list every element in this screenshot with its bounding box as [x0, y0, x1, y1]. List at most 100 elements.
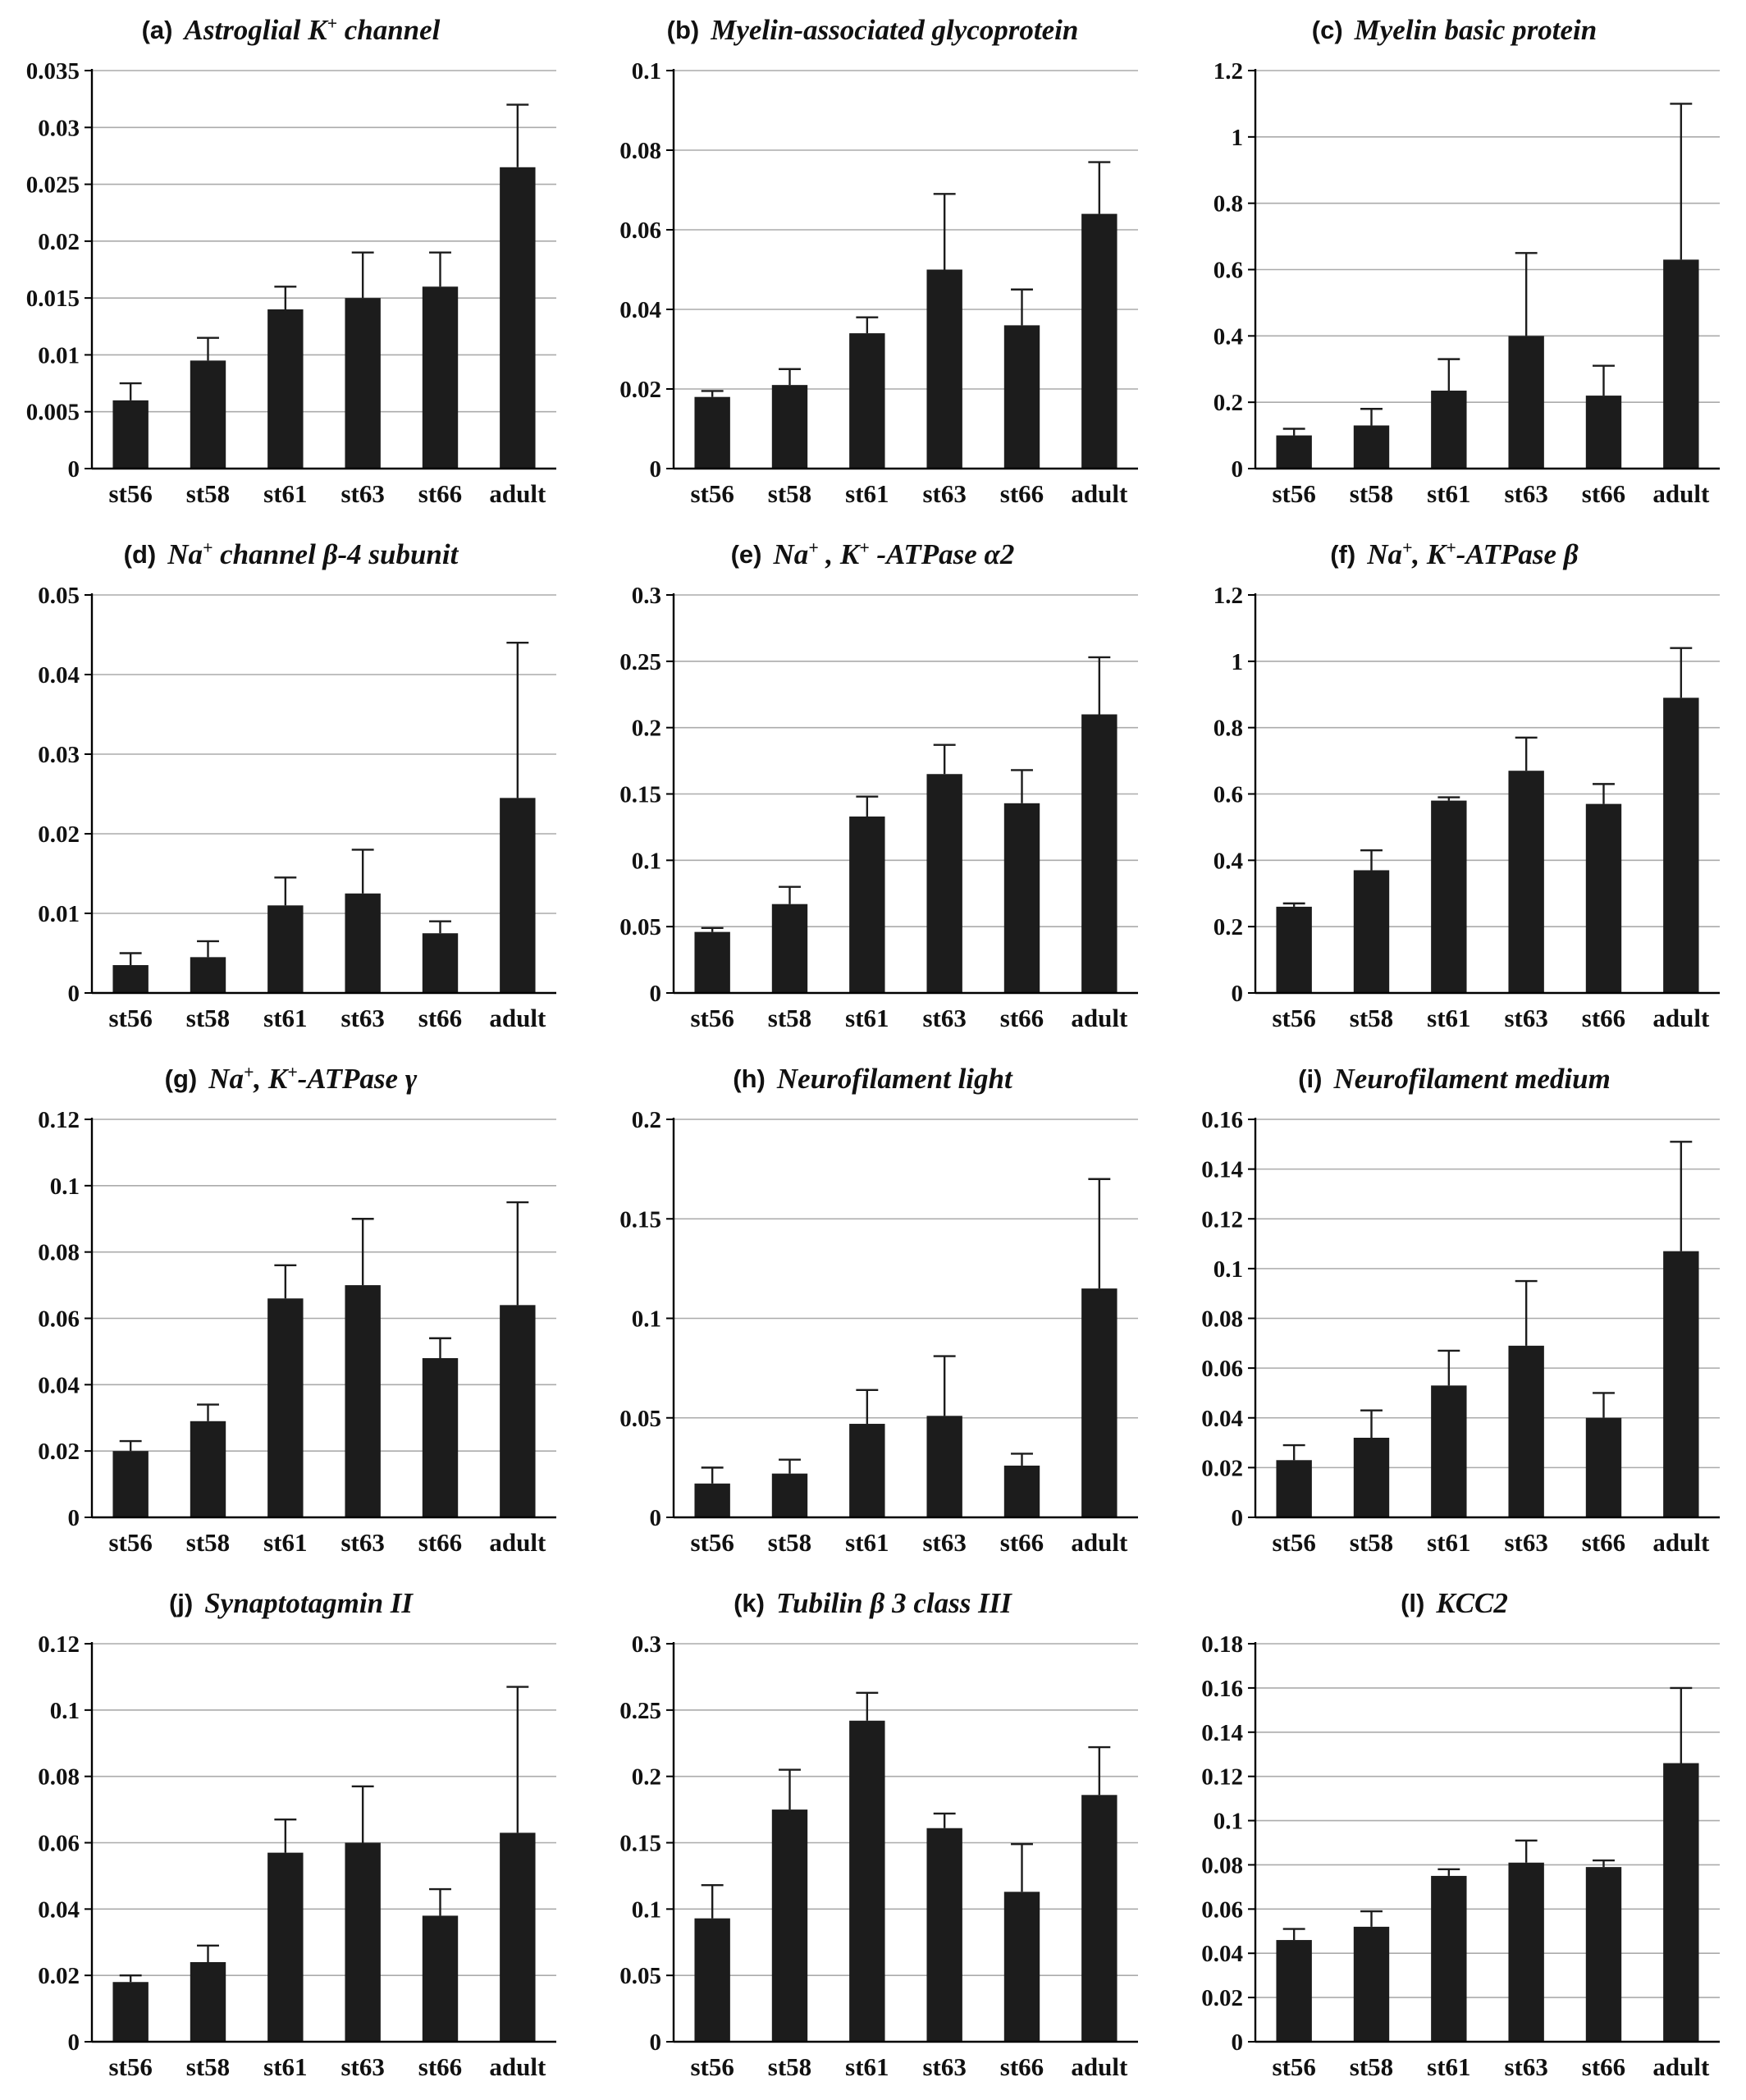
- bar-st61: [267, 309, 304, 469]
- bar-chart-i: 0 0.02 0.04 0.06 0.08 0.1 0.12 0.14 0.16 st56 st58…: [1201, 1107, 1720, 1557]
- gridlines: [91, 594, 556, 914]
- x-tick-label: st66: [1581, 1004, 1625, 1032]
- y-tick-label: 0.08: [38, 1764, 80, 1791]
- x-tick-label: st56: [1272, 2052, 1315, 2081]
- y-axis-ticks: [665, 1119, 674, 1518]
- bars: [1275, 259, 1699, 469]
- panel-title: Neurofilament light: [777, 1063, 1012, 1096]
- x-tick-label: st63: [341, 1004, 384, 1032]
- bar-st66: [422, 286, 458, 469]
- y-axis-ticks: [665, 1643, 674, 2043]
- y-axis-labels: 0 0.02 0.04 0.06 0.08 0.1 0.12 0.14 0.16 0.18: [1201, 1631, 1243, 2056]
- y-tick-label: 0.18: [1201, 1631, 1243, 1658]
- y-axis-labels: 0 0.02 0.04 0.06 0.08 0.1 0.12: [38, 1631, 80, 2056]
- bar-st63: [926, 269, 962, 469]
- bar-st66: [1003, 803, 1040, 993]
- bar-st58: [771, 1473, 807, 1517]
- error-bars: [119, 103, 528, 400]
- panel-title-row: (i) Neurofilament medium: [1163, 1054, 1745, 1105]
- panel-title: Na+, K+-ATPase γ: [208, 1063, 417, 1096]
- x-tick-label: st63: [922, 479, 966, 508]
- error-bars: [1282, 647, 1692, 907]
- title-text: Synaptotagmin II: [204, 1587, 414, 1619]
- bar-st66: [1585, 803, 1621, 993]
- panel-title-row: (a) Astroglial K+ channel: [0, 5, 582, 56]
- bar-chart-f: 0 0.2 0.4 0.6 0.8 1 1.2 st56 st58 st61 st63 st66 adu…: [1213, 583, 1720, 1032]
- x-tick-label: st63: [922, 1004, 966, 1032]
- gridlines: [1255, 1119, 1720, 1469]
- x-tick-label: st58: [185, 479, 229, 508]
- y-axis-labels: 0 0.02 0.04 0.06 0.08 0.1: [619, 58, 661, 483]
- y-axis-ticks: [1247, 1119, 1255, 1518]
- chart-panel: (j) Synaptotagmin II 0 0.02 0.04 0.06 0.08 0.…: [0, 1573, 582, 2098]
- bar-st61: [1430, 1875, 1467, 2042]
- title-superscript: +: [287, 1062, 298, 1082]
- x-axis-labels: st56 st58 st61 st63 st66 adult: [108, 1004, 546, 1032]
- bars: [1275, 698, 1699, 993]
- y-axis-labels: 0 0.01 0.02 0.03 0.04 0.05: [38, 583, 80, 1007]
- bar-st56: [1275, 435, 1312, 469]
- panel-title: Na+ , K+ -ATPase α2: [773, 538, 1014, 571]
- y-tick-label: 0.16: [1201, 1107, 1243, 1133]
- x-axis-labels: st56 st58 st61 st63 st66 adult: [1272, 1004, 1709, 1032]
- y-tick-label: 0.4: [1213, 323, 1242, 350]
- x-tick-label: adult: [1652, 2052, 1710, 2081]
- x-tick-label: adult: [489, 2052, 546, 2081]
- y-tick-label: 0.05: [619, 914, 661, 940]
- x-tick-label: st56: [690, 479, 734, 508]
- error-bars: [701, 1178, 1110, 1484]
- x-tick-label: st63: [341, 1528, 384, 1557]
- y-tick-label: 0.15: [619, 782, 661, 808]
- y-tick-label: 0.3: [631, 583, 660, 609]
- y-tick-label: 0: [649, 1505, 661, 1531]
- y-tick-label: 0.15: [619, 1831, 661, 1857]
- bar-st58: [1353, 1926, 1389, 2042]
- bar-st61: [267, 1852, 304, 2042]
- y-tick-label: 0.12: [1201, 1206, 1243, 1233]
- y-tick-label: 0.16: [1201, 1676, 1243, 1702]
- y-tick-label: 0.02: [38, 229, 80, 255]
- panel-title-row: (h) Neurofilament light: [582, 1054, 1163, 1105]
- y-tick-label: 0.6: [1213, 782, 1242, 808]
- panel-title: Na+ channel β-4 subunit: [167, 538, 458, 571]
- y-tick-label: 0.05: [619, 1406, 661, 1432]
- y-tick-label: 0.06: [38, 1831, 80, 1857]
- x-tick-label: st56: [690, 1528, 734, 1557]
- bar-st66: [1585, 1417, 1621, 1517]
- chart-panel: (f) Na+, K+-ATPase β 0 0.2 0.4 0.6 0.8 1 1.2 st…: [1163, 524, 1745, 1049]
- panel-title-row: (f) Na+, K+-ATPase β: [1163, 529, 1745, 580]
- x-tick-label: st66: [999, 1528, 1043, 1557]
- bar-st66: [1003, 1465, 1040, 1517]
- y-tick-label: 0.2: [1213, 914, 1242, 940]
- x-tick-label: st61: [263, 2052, 307, 2081]
- title-superscript: +: [203, 538, 213, 558]
- y-tick-label: 0.08: [1201, 1306, 1243, 1333]
- x-tick-label: st61: [263, 479, 307, 508]
- y-tick-label: 0.3: [631, 1631, 660, 1658]
- y-axis-labels: 0 0.05 0.1 0.15 0.2: [619, 1107, 661, 1531]
- panel-letter: (g): [164, 1064, 198, 1093]
- bar-st56: [693, 1918, 730, 2042]
- y-tick-label: 0.15: [619, 1206, 661, 1233]
- x-tick-label: adult: [1071, 2052, 1128, 2081]
- bar-st63: [344, 1842, 381, 2042]
- y-tick-label: 0.6: [1213, 258, 1242, 284]
- title-superscript: +: [1446, 538, 1456, 558]
- bar-adult: [499, 798, 536, 993]
- title-superscript: +: [859, 538, 870, 558]
- x-tick-label: adult: [489, 1004, 546, 1032]
- bar-st58: [771, 1809, 807, 2042]
- x-tick-label: st63: [1504, 1004, 1547, 1032]
- y-tick-label: 0: [649, 2029, 661, 2056]
- x-tick-label: st56: [108, 479, 152, 508]
- title-superscript: +: [1402, 538, 1413, 558]
- bar-adult: [1081, 1795, 1118, 2042]
- panel-letter: (e): [730, 540, 762, 569]
- y-tick-label: 0.1: [49, 1174, 79, 1200]
- bar-st56: [112, 1451, 149, 1517]
- x-tick-label: st56: [1272, 479, 1315, 508]
- panel-letter: (b): [666, 16, 700, 44]
- bar-adult: [1662, 1251, 1699, 1517]
